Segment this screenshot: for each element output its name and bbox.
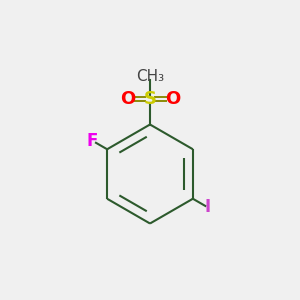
Text: O: O (120, 90, 135, 108)
Text: S: S (143, 90, 157, 108)
Text: O: O (165, 90, 180, 108)
Text: F: F (86, 131, 98, 150)
Text: I: I (205, 199, 211, 217)
Text: CH₃: CH₃ (136, 69, 164, 84)
